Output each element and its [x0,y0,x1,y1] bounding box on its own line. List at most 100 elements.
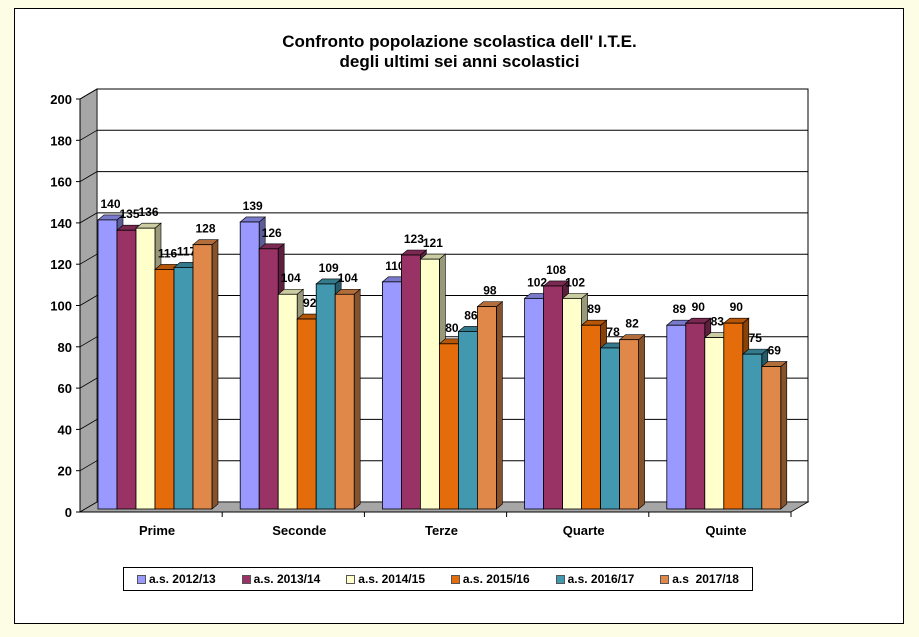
data-label: 82 [625,317,639,331]
y-tick-label: 0 [65,505,72,520]
legend: a.s. 2012/13 a.s. 2013/14 a.s. 2014/15 a.s.… [123,567,753,591]
y-tick-label: 40 [58,422,72,437]
y-tick-label: 80 [58,340,72,355]
data-label: 128 [195,222,215,236]
y-tick-label: 200 [50,92,72,107]
gridline-side [79,419,98,430]
y-tick-label: 140 [50,216,72,231]
data-label: 69 [768,344,782,358]
gridline-side [79,460,98,472]
legend-item: a.s. 2014/15 [346,572,425,586]
data-label: 135 [119,207,139,221]
bar [97,219,118,510]
legend-swatch [241,574,251,584]
y-tick-label: 100 [50,299,72,314]
gridline-side [79,171,98,182]
bar [438,343,459,510]
y-tick-label: 20 [58,464,72,479]
bar [258,248,279,510]
gridline-side [79,129,98,141]
data-label: 86 [464,308,478,322]
data-label: 78 [606,325,620,339]
bar-side [638,334,645,510]
data-label: 117 [177,244,197,258]
bar [619,339,639,510]
bar [334,293,355,510]
data-label: 126 [262,226,282,240]
data-label: 104 [281,271,301,285]
bar [116,229,137,510]
data-label: 108 [546,263,566,277]
gridline-side [79,377,98,389]
data-label: 104 [338,271,358,285]
legend-label: a.s. 2013/14 [253,572,321,586]
x-tick-label: Prime [139,523,175,538]
bar [154,269,175,510]
data-label: 98 [483,284,497,298]
bar [476,306,497,510]
bar-side [353,288,361,510]
bar [524,297,544,510]
legend-label: a.s. 2012/13 [148,572,216,586]
legend-item: a.s. 2012/13 [136,572,216,586]
legend-item: a.s. 2015/16 [450,572,530,586]
x-tick-label: Quarte [563,523,605,538]
bar [296,318,317,510]
data-label: 90 [692,300,706,314]
bar [239,221,260,510]
data-label: 123 [404,232,424,246]
y-tick-label: 180 [50,133,72,148]
bar [581,324,601,510]
data-label: 75 [749,331,763,345]
bar [192,244,213,510]
data-label: 136 [138,205,158,219]
x-tick-label: Quinte [705,523,746,538]
legend-swatch [660,574,670,584]
legend-label: a.s. 2014/15 [358,572,425,586]
legend-item: a.s 2017/18 [660,572,739,586]
y-tick-label: 60 [58,381,72,396]
data-label: 139 [243,199,263,213]
gridline-side [79,88,98,100]
data-label: 102 [527,275,547,289]
bar [543,285,563,510]
data-label: 109 [319,261,339,275]
data-label: 80 [445,321,459,335]
y-tick-label: 160 [50,175,72,190]
bar [723,322,744,510]
legend-label: a.s. 2016/17 [567,572,635,586]
bar [562,297,582,510]
gridline-side [79,336,98,348]
bar-side [211,239,219,510]
bar [685,322,706,510]
data-label: 102 [565,275,585,289]
legend-item: a.s. 2016/17 [555,572,635,586]
gridline-side [79,253,98,265]
chart-title: Confronto popolazione scolastica dell' I… [0,32,919,72]
bar [704,337,725,510]
bar [742,353,763,510]
data-label: 83 [711,315,725,329]
legend-swatch [555,574,565,584]
legend-label: a.s. 2015/16 [462,572,530,586]
bar [135,227,156,510]
bar [666,324,687,510]
bar-side [780,360,788,510]
data-label: 90 [730,300,744,314]
data-label: 110 [385,259,405,273]
data-label: 121 [423,236,443,250]
bar-side [496,300,503,510]
chart-title-line-1: Confronto popolazione scolastica dell' I… [282,32,637,51]
bar [315,283,336,510]
gridline-side [79,295,98,306]
data-label: 89 [587,302,601,316]
bar [419,258,440,510]
y-tick-label: 120 [50,257,72,272]
legend-label: a.s 2017/18 [672,572,739,586]
data-label: 92 [303,296,317,310]
data-label: 116 [158,246,178,260]
bar [457,331,478,510]
chart-title-line-2: degli ultimi sei anni scolastici [339,52,580,71]
x-tick-label: Seconde [272,523,326,538]
